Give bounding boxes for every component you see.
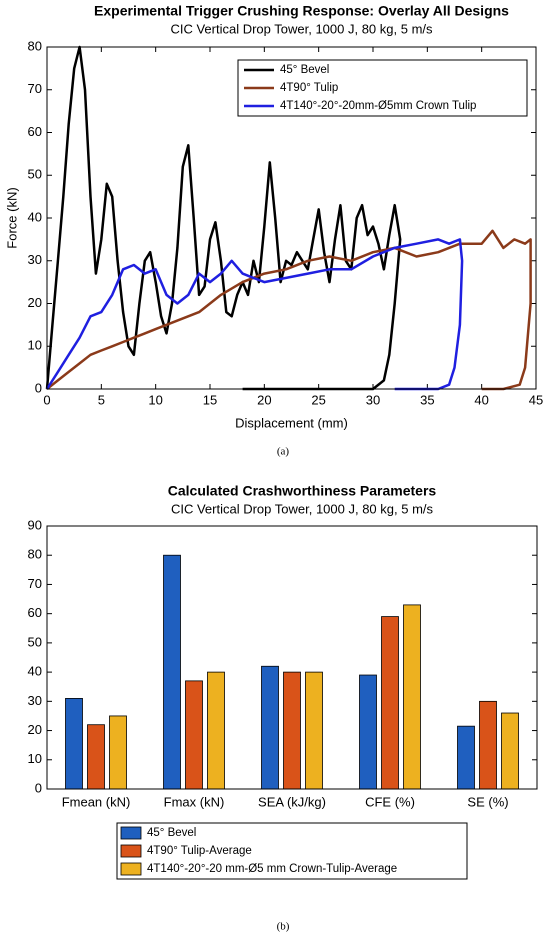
x-tick-label: SEA (kJ/kg) xyxy=(258,794,326,809)
x-tick-label: Fmax (kN) xyxy=(164,794,225,809)
bar xyxy=(283,671,301,790)
legend-label: 4T90° Tulip-Average xyxy=(147,845,252,857)
x-tick-label: 40 xyxy=(474,392,488,407)
caption: (a) xyxy=(277,446,290,458)
bar xyxy=(261,665,279,790)
y-tick-label: 90 xyxy=(28,517,42,532)
data-line xyxy=(45,238,464,391)
bar xyxy=(403,604,421,790)
y-tick-label: 30 xyxy=(28,252,42,267)
legend-box xyxy=(237,59,528,117)
caption: (b) xyxy=(277,921,290,933)
y-tick-label: 50 xyxy=(28,167,42,182)
x-tick-label: SE (%) xyxy=(467,794,508,809)
legend-swatch xyxy=(120,826,142,840)
bar xyxy=(457,725,475,790)
chart-title: Calculated Crashworthiness Parameters xyxy=(168,483,437,499)
x-tick-label: 20 xyxy=(257,392,271,407)
y-tick-label: 40 xyxy=(28,664,42,679)
y-tick-label: 80 xyxy=(28,547,42,562)
bar xyxy=(87,724,105,790)
bar xyxy=(501,712,519,790)
bar xyxy=(163,554,181,790)
x-tick-label: Fmean (kN) xyxy=(62,794,131,809)
y-tick-label: 20 xyxy=(28,295,42,310)
bar xyxy=(305,671,323,790)
legend-label: 45° Bevel xyxy=(280,64,329,76)
x-tick-label: 10 xyxy=(148,392,162,407)
legend-box xyxy=(116,822,468,880)
legend-swatch xyxy=(120,844,142,858)
y-tick-label: 40 xyxy=(28,209,42,224)
x-tick-label: 5 xyxy=(98,392,105,407)
x-tick-label: 35 xyxy=(420,392,434,407)
y-axis-label: Force (kN) xyxy=(4,187,19,248)
y-tick-label: 10 xyxy=(28,338,42,353)
x-tick-label: 0 xyxy=(43,392,50,407)
x-tick-label: 15 xyxy=(203,392,217,407)
x-tick-label: 30 xyxy=(366,392,380,407)
x-tick-label: 45 xyxy=(529,392,543,407)
bar xyxy=(185,680,203,790)
y-tick-label: 70 xyxy=(28,81,42,96)
bar xyxy=(479,700,497,790)
y-tick-label: 50 xyxy=(28,634,42,649)
y-tick-label: 0 xyxy=(35,380,42,395)
y-tick-label: 60 xyxy=(28,605,42,620)
y-tick-label: 20 xyxy=(28,722,42,737)
chart-title: Experimental Trigger Crushing Response: … xyxy=(94,3,509,19)
x-tick-label: 25 xyxy=(311,392,325,407)
plot-frame xyxy=(46,46,537,390)
data-line xyxy=(46,229,532,391)
x-tick-label: CFE (%) xyxy=(365,794,415,809)
bar xyxy=(207,671,225,790)
legend-label: 4T90° Tulip xyxy=(280,82,338,94)
bar xyxy=(381,616,399,790)
plot-frame xyxy=(46,525,538,790)
y-tick-label: 30 xyxy=(28,693,42,708)
y-tick-label: 80 xyxy=(28,38,42,53)
legend-swatch xyxy=(120,862,142,876)
bar xyxy=(359,674,377,790)
y-tick-label: 70 xyxy=(28,576,42,591)
legend-label: 4T140°-20°-20mm-Ø5mm Crown Tulip xyxy=(280,100,476,112)
bar xyxy=(65,698,83,790)
bar xyxy=(109,715,127,790)
y-tick-label: 0 xyxy=(35,780,42,795)
y-tick-label: 60 xyxy=(28,124,42,139)
chart-subtitle: CIC Vertical Drop Tower, 1000 J, 80 kg, … xyxy=(170,21,433,36)
legend-label: 4T140°-20°-20 mm-Ø5 mm Crown-Tulip-Avera… xyxy=(147,863,397,875)
legend-label: 45° Bevel xyxy=(147,827,196,839)
x-axis-label: Displacement (mm) xyxy=(235,415,348,430)
y-tick-label: 10 xyxy=(28,751,42,766)
chart-subtitle: CIC Vertical Drop Tower, 1000 J, 80 kg, … xyxy=(171,501,434,516)
